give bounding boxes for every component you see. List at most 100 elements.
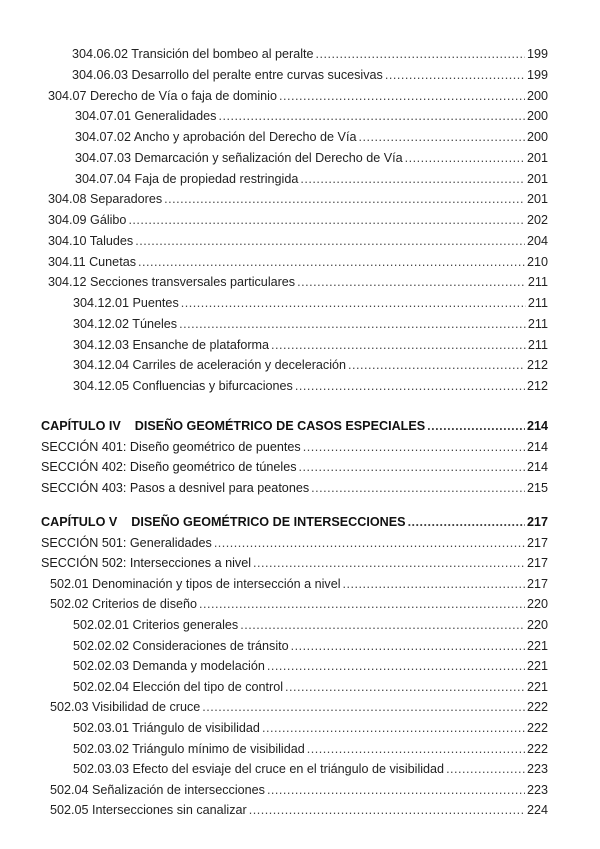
toc-chapter-entry[interactable]: CAPÍTULO IV DISEÑO GEOMÉTRICO DE CASOS ES… — [0, 416, 600, 437]
page-number: 210 — [526, 254, 548, 269]
toc-entry-title: 304.07.01 Generalidades — [75, 109, 217, 124]
toc-entry-title: 502.03.01 Triángulo de visibilidad — [73, 720, 260, 735]
toc-entry-title: 502.02.04 Elección del tipo de control — [73, 679, 284, 694]
toc-entry[interactable]: 304.12.05 Confluencias y bifurcaciones 21… — [0, 376, 600, 397]
toc-entry-title: 304.12.04 Carriles de aceleración y dece… — [73, 358, 347, 373]
page-number: 217 — [526, 535, 548, 550]
dot-leader — [299, 457, 525, 478]
toc-entry-title: CAPÍTULO IV DISEÑO GEOMÉTRICO DE CASOS ES… — [41, 416, 425, 437]
toc-entry[interactable]: 304.09 Gálibo 202 — [0, 210, 600, 231]
toc-entry[interactable]: 304.07 Derecho de Vía o faja de dominio 2… — [0, 86, 600, 107]
toc-entry-title: 502.04 Señalización de intersecciones — [50, 782, 265, 797]
toc-entry[interactable]: 502.03.03 Efecto del esviaje del cruce e… — [0, 759, 600, 780]
page-number: 217 — [526, 515, 548, 529]
toc-entry-title: CAPÍTULO V DISEÑO GEOMÉTRICO DE INTERSECC… — [41, 512, 406, 533]
toc-entry-title: SECCIÓN 402: Diseño geométrico de túnele… — [41, 460, 297, 475]
dot-leader — [285, 677, 525, 698]
dot-leader — [202, 697, 525, 718]
toc-entry[interactable]: 304.12.01 Puentes 211 — [0, 293, 600, 314]
dot-leader — [138, 252, 525, 273]
dot-leader — [343, 574, 525, 595]
toc-entry-title: 304.06.02 Transición del bombeo al peral… — [72, 47, 314, 61]
dot-leader — [164, 189, 525, 210]
toc-entry[interactable]: 304.10 Taludes 204 — [0, 231, 600, 252]
dot-leader — [295, 376, 525, 397]
dot-leader — [348, 355, 525, 376]
page-number: 200 — [526, 130, 548, 144]
toc-entry-title: 502.05 Intersecciones sin canalizar — [50, 803, 247, 818]
toc-entry-title: 502.03 Visibilidad de cruce — [50, 700, 201, 715]
toc-entry-title: 502.02.03 Demanda y modelación — [73, 659, 265, 674]
toc-entry[interactable]: 502.02.04 Elección del tipo de control 22… — [0, 677, 600, 698]
page-number: 222 — [526, 720, 548, 735]
toc-entry[interactable]: 502.02.02 Consideraciones de tránsito 221 — [0, 636, 600, 657]
toc-entry[interactable]: 304.12.03 Ensanche de plataforma 211 — [0, 335, 600, 356]
page-number: 217 — [526, 576, 548, 591]
toc-section-entry[interactable]: SECCIÓN 501: Generalidades 217 — [0, 533, 600, 554]
toc-entry-title: 502.02.01 Criterios generales — [73, 617, 239, 632]
toc-entry-title: 502.03.02 Triángulo mínimo de visibilida… — [73, 741, 305, 756]
dot-leader — [408, 512, 525, 533]
dot-leader — [179, 314, 526, 335]
toc-entry[interactable]: 502.02 Criterios de diseño 220 — [0, 594, 600, 615]
toc-entry-title: 304.12.02 Túneles — [73, 316, 178, 331]
toc-entry-title: 304.12.03 Ensanche de plataforma — [73, 337, 270, 352]
toc-entry-title: 304.11 Cunetas — [48, 254, 136, 269]
dot-leader — [427, 416, 525, 437]
toc-entry-title: SECCIÓN 501: Generalidades — [41, 535, 212, 550]
dot-leader — [307, 739, 525, 760]
toc-entry[interactable]: 502.01 Denominación y tipos de intersecc… — [0, 574, 600, 595]
toc-section-entry[interactable]: SECCIÓN 401: Diseño geométrico de puente… — [0, 437, 600, 458]
page-number: 223 — [526, 762, 548, 777]
toc-section-entry[interactable]: SECCIÓN 502: Intersecciones a nivel 217 — [0, 553, 600, 574]
page-number: 221 — [526, 659, 548, 674]
toc-entry[interactable]: 304.08 Separadores 201 — [0, 189, 600, 210]
toc-entry[interactable]: 502.05 Intersecciones sin canalizar 224 — [0, 800, 600, 821]
dot-leader — [446, 759, 525, 780]
toc-entry-title: 502.02 Criterios de diseño — [50, 597, 198, 612]
toc-entry-title: 304.12.01 Puentes — [73, 296, 179, 310]
toc-entry[interactable]: 502.02.03 Demanda y modelación 221 — [0, 656, 600, 677]
toc-entry[interactable]: 502.03.01 Triángulo de visibilidad 222 — [0, 718, 600, 739]
dot-leader — [249, 800, 525, 821]
toc-section-entry[interactable]: SECCIÓN 402: Diseño geométrico de túnele… — [0, 457, 600, 478]
toc-section-entry[interactable]: SECCIÓN 403: Pasos a desnivel para peato… — [0, 478, 600, 499]
toc-entry-title: 304.07 Derecho de Vía o faja de dominio — [48, 88, 277, 103]
dot-leader — [199, 594, 525, 615]
toc-entry[interactable]: 304.07.01 Generalidades 200 — [0, 106, 600, 127]
toc-entry[interactable]: 502.03 Visibilidad de cruce 222 — [0, 697, 600, 718]
page-number: 212 — [526, 358, 548, 373]
toc-entry-title: 502.02.02 Consideraciones de tránsito — [73, 638, 289, 653]
toc-entry[interactable]: 304.07.02 Ancho y aprobación del Derecho… — [0, 127, 600, 148]
toc-entry[interactable]: 304.07.03 Demarcación y señalización del… — [0, 148, 600, 169]
page-number: 200 — [526, 109, 548, 124]
toc-entry[interactable]: 502.04 Señalización de intersecciones 223 — [0, 780, 600, 801]
toc-chapter-entry[interactable]: CAPÍTULO V DISEÑO GEOMÉTRICO DE INTERSECC… — [0, 512, 600, 533]
dot-leader — [253, 553, 525, 574]
toc-entry[interactable]: 304.07.04 Faja de propiedad restringida 2… — [0, 169, 600, 190]
toc-entry[interactable]: 304.12.04 Carriles de aceleración y dece… — [0, 355, 600, 376]
toc-entry-title: 304.12.05 Confluencias y bifurcaciones — [73, 379, 293, 393]
page-number: 222 — [526, 700, 548, 715]
toc-entry[interactable]: 304.12 Secciones transversales particula… — [0, 272, 600, 293]
toc-entry[interactable]: 304.06.03 Desarrollo del peralte entre c… — [0, 65, 600, 86]
toc-entry[interactable]: 304.06.02 Transición del bombeo al peral… — [0, 44, 600, 65]
dot-leader — [262, 718, 525, 739]
toc-entry[interactable]: 502.02.01 Criterios generales 220 — [0, 615, 600, 636]
dot-leader — [297, 272, 526, 293]
dot-leader — [271, 335, 526, 356]
toc-entry[interactable]: 304.11 Cunetas 210 — [0, 252, 600, 273]
dot-leader — [181, 293, 526, 314]
toc-entry-title: SECCIÓN 502: Intersecciones a nivel — [41, 556, 251, 571]
toc-group-chapter-iii-continued: 304.06.02 Transición del bombeo al peral… — [0, 44, 600, 397]
dot-leader — [267, 780, 525, 801]
toc-entry[interactable]: 502.03.02 Triángulo mínimo de visibilida… — [0, 739, 600, 760]
dot-leader — [358, 127, 525, 148]
toc-entry-title: SECCIÓN 403: Pasos a desnivel para peato… — [41, 480, 310, 495]
page-number: 201 — [526, 171, 548, 186]
page-number: 200 — [526, 88, 548, 103]
toc-entry[interactable]: 304.12.02 Túneles 211 — [0, 314, 600, 335]
page-number: 211 — [527, 296, 548, 310]
toc-group-chapter-v: CAPÍTULO V DISEÑO GEOMÉTRICO DE INTERSECC… — [0, 512, 600, 821]
page-number: 214 — [526, 460, 548, 475]
